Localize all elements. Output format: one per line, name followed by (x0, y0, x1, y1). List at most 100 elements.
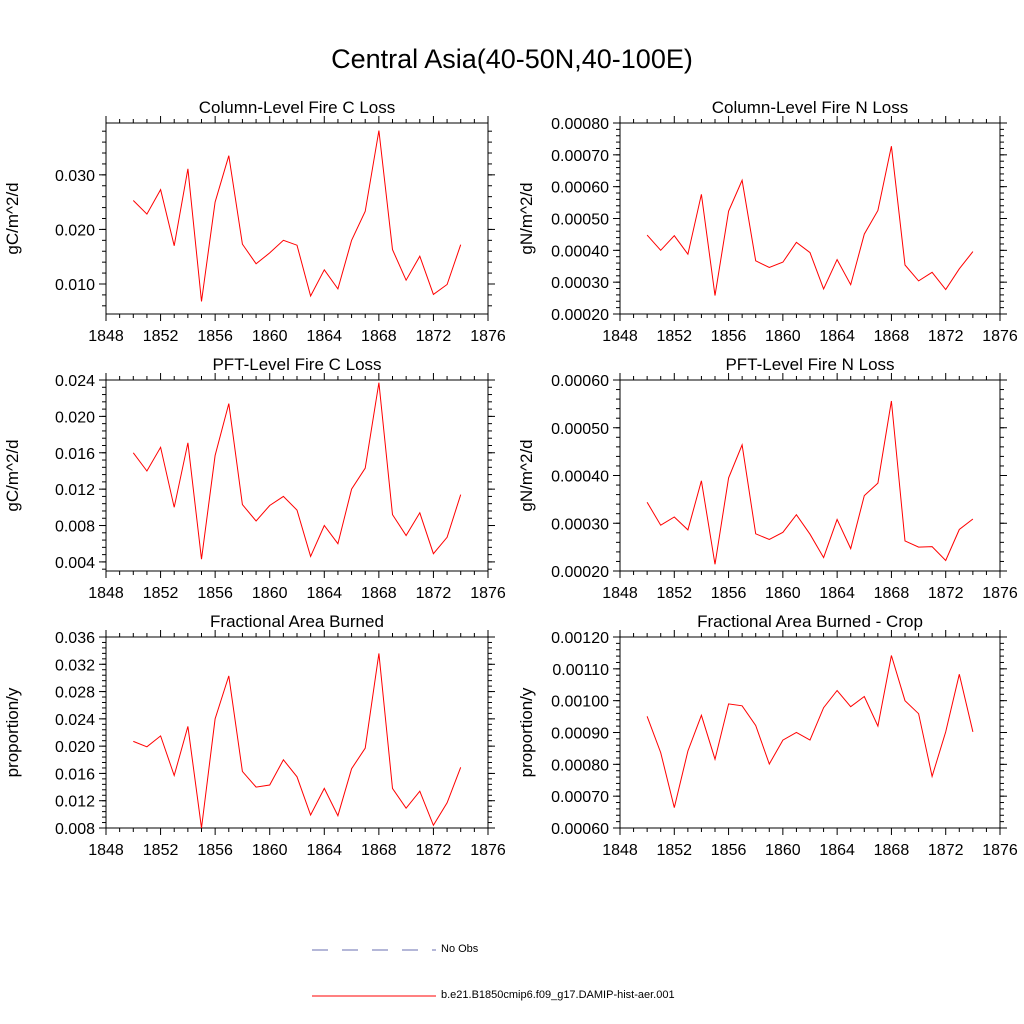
x-tick-label: 1872 (928, 328, 964, 345)
chart-panel-6: Fractional Area Burned - Crop proportion/… (517, 612, 1018, 859)
y-tick-label: 0.00040 (551, 243, 609, 260)
x-tick-label: 1868 (361, 585, 397, 602)
y-tick-label: 0.010 (55, 277, 95, 294)
plot-frame (105, 379, 489, 572)
y-tick-label: 0.00060 (551, 373, 609, 390)
x-tick-label: 1864 (306, 842, 342, 859)
y-tick-label: 0.036 (55, 630, 95, 647)
chart-panel-1: Column-Level Fire C Loss gC/m^2/d 1848 1852… (3, 98, 506, 345)
y-axis-label: gC/m^2/d (3, 439, 22, 511)
x-tick-label: 1876 (470, 328, 506, 345)
chart-panel-4: PFT-Level Fire N Loss gN/m^2/d 1848 1852 185… (517, 355, 1018, 602)
x-tick-label: 1848 (88, 328, 124, 345)
x-tick-label: 1848 (88, 842, 124, 859)
x-tick-label: 1848 (88, 585, 124, 602)
y-tick-label: 0.00110 (552, 662, 609, 679)
x-tick-label: 1860 (252, 842, 288, 859)
y-axis-label: gC/m^2/d (3, 182, 22, 254)
y-tick-label: 0.008 (55, 519, 95, 536)
series-line (646, 655, 974, 808)
y-tick-label: 0.00050 (551, 212, 609, 229)
x-tick-label: 1864 (819, 842, 855, 859)
y-tick-label: 0.020 (55, 739, 95, 756)
y-tick-label: 0.00120 (551, 630, 609, 647)
y-tick-label: 0.00100 (551, 694, 609, 711)
panel-title: Column-Level Fire C Loss (199, 98, 396, 117)
x-tick-label: 1856 (197, 585, 233, 602)
y-tick-label: 0.00030 (551, 275, 609, 292)
x-tick-label: 1868 (361, 328, 397, 345)
y-tick-label: 0.00090 (551, 726, 609, 743)
x-tick-label: 1864 (819, 328, 855, 345)
y-tick-label: 0.032 (55, 657, 95, 674)
y-tick-label: 0.004 (55, 555, 95, 572)
plot-frame (105, 636, 489, 829)
x-tick-label: 1864 (306, 585, 342, 602)
y-tick-label: 0.00070 (551, 789, 609, 806)
x-tick-label: 1868 (361, 842, 397, 859)
x-tick-label: 1860 (765, 585, 801, 602)
y-tick-label: 0.012 (55, 482, 95, 499)
series-line (133, 653, 462, 829)
chart-panel-5: Fractional Area Burned proportion/y 1848 18… (3, 612, 506, 859)
x-tick-label: 1856 (711, 585, 747, 602)
panel-title: Fractional Area Burned - Crop (697, 612, 923, 631)
y-axis-label: gN/m^2/d (517, 182, 536, 254)
y-tick-label: 0.00080 (551, 116, 609, 133)
x-tick-label: 1852 (143, 842, 179, 859)
x-tick-label: 1848 (602, 328, 638, 345)
series-line (646, 146, 974, 296)
y-tick-label: 0.00030 (551, 516, 609, 533)
panel-title: Fractional Area Burned (210, 612, 384, 631)
y-tick-label: 0.028 (55, 685, 95, 702)
x-tick-label: 1876 (982, 842, 1018, 859)
chart-panel-2: Column-Level Fire N Loss gN/m^2/d 1848 1852… (517, 98, 1018, 345)
y-axis-label: proportion/y (3, 687, 22, 777)
x-tick-label: 1860 (765, 842, 801, 859)
x-tick-label: 1868 (874, 328, 910, 345)
x-tick-label: 1876 (982, 328, 1018, 345)
x-tick-label: 1856 (711, 842, 747, 859)
x-tick-label: 1872 (416, 842, 452, 859)
x-tick-label: 1876 (982, 585, 1018, 602)
y-tick-label: 0.020 (55, 409, 95, 426)
y-tick-label: 0.00020 (551, 307, 609, 324)
panel-title: PFT-Level Fire C Loss (212, 355, 381, 374)
y-axis-label: proportion/y (517, 687, 536, 777)
y-tick-label: 0.012 (55, 794, 95, 811)
x-tick-label: 1848 (602, 585, 638, 602)
series-line (132, 382, 462, 560)
y-tick-label: 0.00080 (551, 757, 609, 774)
y-tick-label: 0.00020 (551, 564, 609, 581)
x-tick-label: 1864 (819, 585, 855, 602)
x-tick-label: 1852 (143, 585, 179, 602)
y-tick-label: 0.00040 (551, 469, 609, 486)
x-tick-label: 1860 (252, 328, 288, 345)
y-tick-label: 0.020 (55, 222, 95, 239)
y-tick-label: 0.024 (55, 712, 95, 729)
y-tick-label: 0.00060 (551, 180, 609, 197)
y-tick-label: 0.00070 (551, 148, 609, 165)
x-tick-label: 1864 (306, 328, 342, 345)
x-tick-label: 1876 (470, 842, 506, 859)
x-tick-label: 1872 (928, 585, 964, 602)
x-tick-label: 1872 (928, 842, 964, 859)
y-tick-label: 0.00060 (551, 821, 609, 838)
y-tick-label: 0.030 (55, 168, 95, 185)
series-line (132, 130, 462, 302)
legend-label-model: b.e21.B1850cmip6.f09_g17.DAMIP-hist-aer.… (441, 989, 675, 1001)
legend-label-no-obs: No Obs (441, 943, 479, 955)
x-tick-label: 1852 (143, 328, 179, 345)
plot-frame (619, 379, 1001, 572)
legend-swatch-model (312, 995, 436, 997)
panel-title: Column-Level Fire N Loss (712, 98, 909, 117)
series-line (646, 400, 974, 565)
x-tick-label: 1852 (656, 328, 692, 345)
x-tick-label: 1852 (656, 585, 692, 602)
y-tick-label: 0.016 (55, 446, 95, 463)
y-tick-label: 0.00050 (551, 421, 609, 438)
x-tick-label: 1856 (197, 842, 233, 859)
chart-panel-3: PFT-Level Fire C Loss gC/m^2/d 1848 1852 185… (3, 355, 506, 602)
y-tick-label: 0.024 (55, 373, 95, 390)
